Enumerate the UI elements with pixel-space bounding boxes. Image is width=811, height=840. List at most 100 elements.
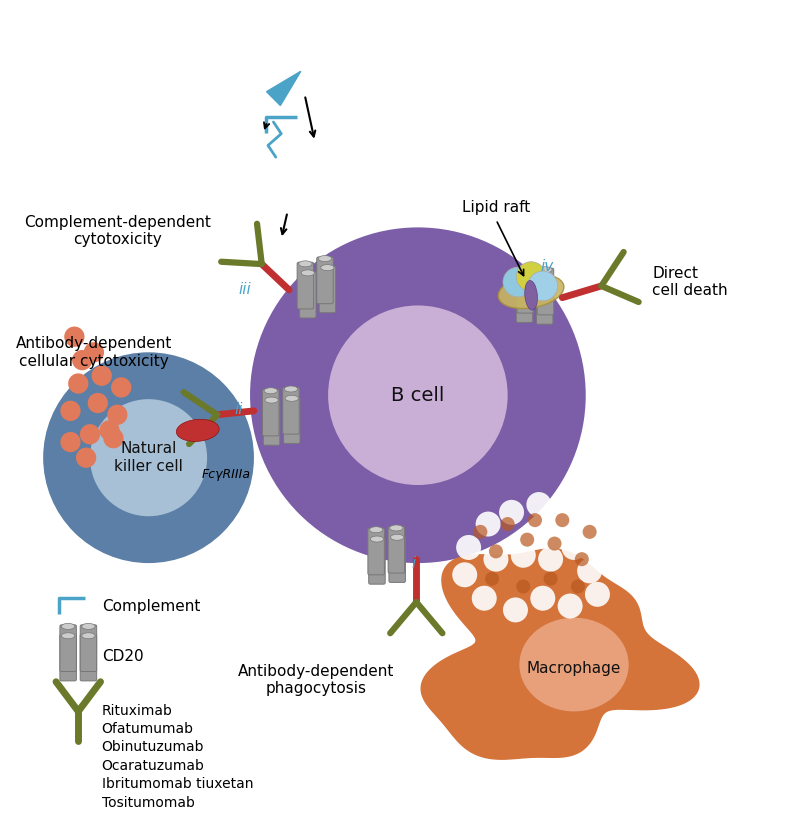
Ellipse shape	[517, 275, 531, 281]
Circle shape	[558, 594, 582, 618]
Circle shape	[601, 554, 625, 580]
Text: Macrophage: Macrophage	[527, 661, 621, 676]
FancyBboxPatch shape	[536, 277, 553, 324]
Circle shape	[500, 517, 515, 531]
Circle shape	[76, 448, 97, 468]
Ellipse shape	[320, 265, 334, 270]
Ellipse shape	[389, 525, 403, 531]
Polygon shape	[267, 71, 301, 106]
Circle shape	[483, 547, 508, 572]
Ellipse shape	[498, 275, 564, 308]
Ellipse shape	[62, 633, 75, 638]
Circle shape	[582, 525, 597, 539]
Ellipse shape	[265, 397, 278, 403]
Ellipse shape	[264, 388, 277, 394]
Circle shape	[547, 537, 561, 550]
FancyBboxPatch shape	[368, 528, 384, 575]
Circle shape	[556, 513, 569, 528]
Circle shape	[503, 267, 533, 297]
Ellipse shape	[538, 276, 551, 282]
Text: Complement-dependent
cytotoxicity: Complement-dependent cytotoxicity	[24, 215, 211, 248]
Circle shape	[517, 262, 546, 291]
Circle shape	[72, 350, 92, 370]
Ellipse shape	[519, 617, 629, 711]
FancyBboxPatch shape	[369, 538, 385, 584]
Circle shape	[575, 552, 589, 566]
Circle shape	[554, 488, 579, 513]
FancyBboxPatch shape	[389, 536, 406, 582]
FancyBboxPatch shape	[80, 625, 97, 671]
Circle shape	[68, 373, 88, 394]
Ellipse shape	[539, 267, 552, 273]
Circle shape	[84, 342, 104, 362]
Circle shape	[520, 533, 534, 547]
FancyBboxPatch shape	[264, 398, 280, 445]
Circle shape	[561, 535, 586, 560]
FancyBboxPatch shape	[317, 257, 333, 304]
Ellipse shape	[62, 623, 75, 629]
FancyBboxPatch shape	[60, 634, 76, 681]
Circle shape	[107, 405, 127, 425]
FancyBboxPatch shape	[299, 271, 316, 318]
FancyBboxPatch shape	[517, 276, 533, 323]
Circle shape	[503, 597, 528, 622]
Circle shape	[571, 580, 585, 594]
Circle shape	[528, 513, 542, 528]
Text: FcγRIIIa: FcγRIIIa	[202, 469, 251, 481]
Circle shape	[511, 543, 536, 568]
Text: Direct
cell death: Direct cell death	[652, 265, 727, 298]
Circle shape	[472, 585, 496, 611]
Text: CD20: CD20	[101, 649, 144, 664]
Circle shape	[111, 377, 131, 397]
Ellipse shape	[371, 536, 384, 542]
Ellipse shape	[285, 396, 298, 402]
FancyBboxPatch shape	[263, 389, 279, 436]
Circle shape	[88, 393, 108, 413]
Text: iii: iii	[238, 282, 251, 297]
Text: Complement: Complement	[101, 599, 200, 613]
Circle shape	[539, 547, 563, 572]
Circle shape	[328, 306, 508, 485]
Ellipse shape	[176, 419, 219, 441]
Ellipse shape	[298, 261, 312, 267]
Ellipse shape	[82, 633, 95, 638]
FancyBboxPatch shape	[297, 262, 314, 309]
Ellipse shape	[518, 265, 532, 271]
Circle shape	[530, 585, 556, 611]
Circle shape	[453, 562, 477, 587]
Text: ii: ii	[234, 402, 242, 417]
Circle shape	[517, 580, 530, 594]
Text: Rituximab
Ofatumumab
Obinutuzumab
Ocaratuzumab
Ibritumomab tiuxetan
Tositumomab: Rituximab Ofatumumab Obinutuzumab Ocarat…	[101, 704, 253, 810]
Circle shape	[597, 523, 622, 549]
Ellipse shape	[525, 281, 538, 310]
FancyBboxPatch shape	[388, 527, 405, 573]
Circle shape	[43, 352, 254, 563]
FancyBboxPatch shape	[320, 266, 336, 312]
Text: iv: iv	[540, 259, 553, 274]
Circle shape	[485, 572, 499, 585]
Circle shape	[92, 365, 112, 386]
Ellipse shape	[391, 534, 404, 540]
Text: Natural
killer cell: Natural killer cell	[114, 442, 183, 474]
Circle shape	[60, 432, 80, 452]
Circle shape	[528, 271, 558, 301]
Polygon shape	[421, 549, 699, 759]
FancyBboxPatch shape	[517, 266, 534, 313]
Circle shape	[476, 512, 500, 537]
Ellipse shape	[318, 255, 332, 261]
Ellipse shape	[285, 386, 298, 392]
FancyBboxPatch shape	[80, 634, 97, 681]
Text: Antibody-dependent
cellular cytotoxicity: Antibody-dependent cellular cytotoxicity	[15, 336, 172, 369]
FancyBboxPatch shape	[537, 268, 554, 315]
Ellipse shape	[301, 270, 315, 276]
Circle shape	[60, 401, 80, 421]
Text: B cell: B cell	[391, 386, 444, 405]
Circle shape	[79, 424, 100, 444]
Circle shape	[499, 500, 524, 525]
Circle shape	[90, 399, 207, 517]
Circle shape	[64, 327, 84, 347]
Ellipse shape	[82, 623, 95, 629]
Circle shape	[526, 492, 551, 517]
Circle shape	[489, 544, 503, 559]
Circle shape	[577, 559, 602, 584]
